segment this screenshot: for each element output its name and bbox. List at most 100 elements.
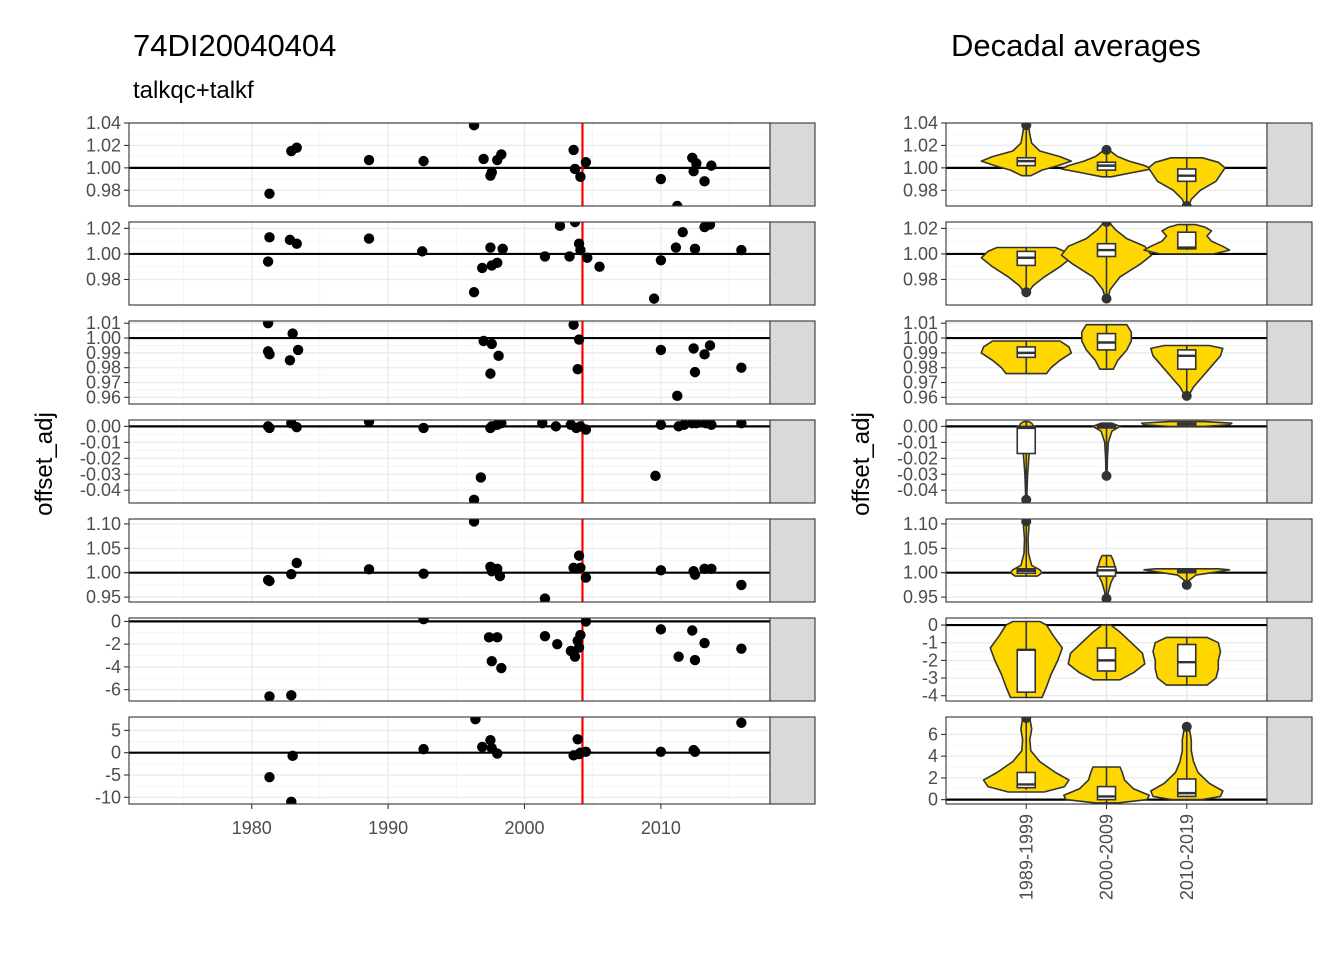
outlier-point	[1101, 470, 1112, 481]
y-tick-label: -0.02	[897, 448, 938, 468]
panel-background	[129, 123, 770, 206]
data-point	[648, 293, 660, 304]
data-point	[655, 420, 667, 430]
violin-panel-nitrate: 0.981.001.021.04nitrate	[903, 113, 1313, 207]
data-point	[264, 772, 275, 783]
y-tick-label: 1.10	[903, 514, 938, 534]
data-point	[655, 624, 667, 635]
data-point	[736, 717, 747, 728]
data-point	[704, 222, 716, 230]
data-point	[363, 154, 375, 166]
panel-background	[129, 420, 770, 503]
box-iqr	[1176, 349, 1197, 370]
data-point	[552, 638, 563, 650]
y-tick-label: 1.10	[86, 514, 121, 534]
data-point	[363, 564, 375, 575]
data-point	[554, 222, 566, 232]
y-tick-label: 0.00	[86, 416, 121, 436]
y-tick-label: 0.97	[903, 373, 938, 393]
y-tick-label: 5	[111, 720, 121, 740]
x-tick-label: 2000	[504, 818, 544, 838]
data-point	[550, 421, 562, 432]
data-point	[580, 157, 592, 168]
y-tick-label: 0.99	[903, 343, 938, 363]
data-point	[468, 494, 480, 503]
data-point	[573, 550, 585, 561]
outlier-point	[1021, 494, 1032, 503]
facet-strip	[769, 221, 816, 306]
data-point	[689, 569, 701, 580]
scatter-panel-oxygen: 0.981.001.02oxygen	[86, 218, 816, 306]
box-iqr	[1016, 425, 1037, 455]
data-point	[655, 344, 667, 356]
data-point	[287, 750, 298, 762]
y-tick-label: -0.03	[897, 464, 938, 484]
outlier-point	[1021, 717, 1032, 724]
y-tick-label: -3	[922, 668, 938, 688]
data-point	[569, 651, 581, 662]
y-tick-label: 0.97	[86, 373, 121, 393]
scatter-panel-silicate: 0.951.001.051.10silicate	[86, 514, 816, 607]
outlier-point	[1101, 293, 1112, 304]
data-point	[670, 242, 682, 253]
data-point	[580, 572, 592, 583]
scatter-panel-phosphate: 0.960.970.980.991.001.01phosphate	[86, 313, 816, 407]
data-point	[575, 244, 586, 256]
y-tick-label: 0.98	[903, 358, 938, 378]
y-tick-label: 0.99	[86, 343, 121, 363]
data-point	[689, 243, 701, 255]
y-tick-label: -0.01	[80, 432, 121, 452]
y-tick-label: -10	[95, 787, 121, 807]
data-point	[699, 176, 710, 187]
points-salinity	[262, 420, 747, 503]
y-tick-label: -0.03	[80, 464, 121, 484]
data-point	[575, 629, 586, 641]
facet-strip	[1266, 122, 1313, 207]
violins-nitrate	[980, 123, 1226, 206]
data-point	[492, 257, 503, 269]
data-point	[477, 741, 488, 753]
y-tick-label: 1.00	[903, 563, 938, 583]
y-tick-label: -0.02	[80, 448, 121, 468]
y-tick-label: -2	[922, 650, 938, 670]
y-tick-label: 1.00	[903, 158, 938, 178]
facet-strip	[769, 122, 816, 207]
y-tick-label: 0.95	[903, 587, 938, 607]
y-tick-label: 1.02	[903, 218, 938, 238]
y-tick-label: -0.04	[80, 480, 121, 500]
data-point	[291, 238, 302, 249]
data-point	[418, 422, 429, 434]
outlier-point	[1021, 519, 1032, 527]
violin-panel-tco2: 0246tco2	[928, 716, 1313, 810]
scatter-panel-salinity: -0.04-0.03-0.02-0.010.00salinity	[80, 416, 816, 504]
data-point	[672, 390, 683, 402]
data-point	[572, 363, 583, 375]
violin-panel-silicate: 0.951.001.051.10silicate	[903, 514, 1313, 607]
violins-oxygen	[980, 222, 1231, 304]
y-tick-label: 4	[928, 746, 938, 766]
data-point	[264, 232, 275, 243]
y-tick-label: 2	[928, 768, 938, 788]
panel-background	[129, 618, 770, 701]
data-point	[704, 340, 716, 351]
violin-panel-salinity: -0.04-0.03-0.02-0.010.00salinity	[897, 416, 1313, 504]
data-point	[688, 343, 699, 354]
left-chart-title: 74DI20040404	[133, 28, 336, 63]
y-tick-label: 6	[928, 724, 938, 744]
facet-strip	[1266, 221, 1313, 306]
data-point	[417, 246, 428, 257]
data-point	[655, 173, 667, 185]
x-category-label: 1989-1999	[1016, 814, 1036, 900]
outlier-point	[1021, 287, 1032, 298]
data-point	[706, 563, 717, 574]
points-oxygen	[262, 222, 747, 304]
violin-panel-oxygen: 0.981.001.02oxygen	[903, 218, 1313, 306]
data-point	[572, 734, 583, 745]
y-tick-label: -5	[105, 765, 121, 785]
violins-phosphate	[980, 323, 1224, 401]
panel-background	[129, 222, 770, 305]
data-point	[468, 287, 480, 298]
outlier-point	[1101, 144, 1112, 155]
facet-strip	[769, 716, 816, 805]
data-point	[418, 568, 429, 579]
